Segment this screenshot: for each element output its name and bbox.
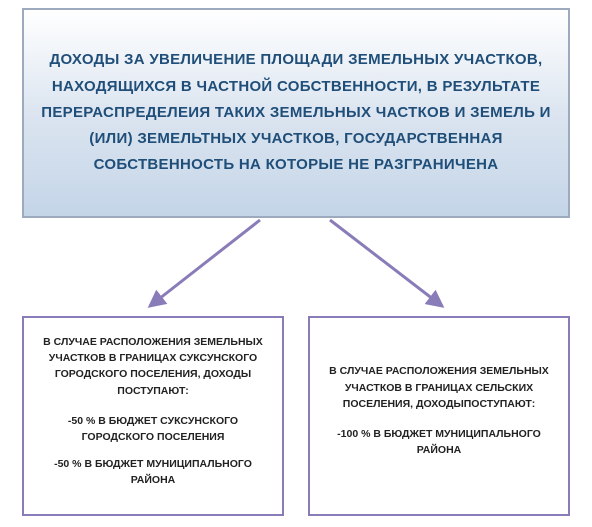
- left-line-0: -50 % В БЮДЖЕТ СУКСУНСКОГО ГОРОДСКОГО ПО…: [34, 413, 272, 446]
- arrow-left: [150, 220, 260, 306]
- left-header: В СЛУЧАЕ РАСПОЛОЖЕНИЯ ЗЕМЕЛЬНЫХ УЧАСТКОВ…: [34, 334, 272, 399]
- arrows-svg: [0, 218, 592, 318]
- top-box-text: ДОХОДЫ ЗА УВЕЛИЧЕНИЕ ПЛОЩАДИ ЗЕМЕЛЬНЫХ У…: [40, 47, 552, 178]
- arrow-right: [330, 220, 442, 306]
- right-line-0: -100 % В БЮДЖЕТ МУНИЦИПАЛЬНОГО РАЙОНА: [320, 426, 558, 459]
- bottom-box-left: В СЛУЧАЕ РАСПОЛОЖЕНИЯ ЗЕМЕЛЬНЫХ УЧАСТКОВ…: [22, 316, 284, 516]
- left-line-1: -50 % В БЮДЖЕТ МУНИЦИПАЛЬНОГО РАЙОНА: [34, 456, 272, 489]
- right-header: В СЛУЧАЕ РАСПОЛОЖЕНИЯ ЗЕМЕЛЬНЫХ УЧАСТКОВ…: [320, 363, 558, 412]
- top-box: ДОХОДЫ ЗА УВЕЛИЧЕНИЕ ПЛОЩАДИ ЗЕМЕЛЬНЫХ У…: [22, 8, 570, 218]
- bottom-box-right: В СЛУЧАЕ РАСПОЛОЖЕНИЯ ЗЕМЕЛЬНЫХ УЧАСТКОВ…: [308, 316, 570, 516]
- bottom-row: В СЛУЧАЕ РАСПОЛОЖЕНИЯ ЗЕМЕЛЬНЫХ УЧАСТКОВ…: [22, 316, 570, 516]
